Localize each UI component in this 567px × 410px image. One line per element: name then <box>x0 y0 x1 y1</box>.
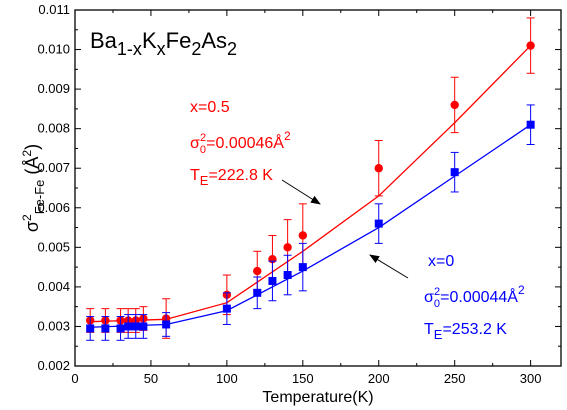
y-tick-label: 0.006 <box>37 200 70 215</box>
y-tick-label: 0.009 <box>37 81 70 96</box>
data-point-1 <box>101 324 110 333</box>
x-tick-label: 50 <box>144 371 158 386</box>
data-point-1 <box>162 320 171 329</box>
chart-title: Ba1-xKxFe2As2 <box>90 28 237 59</box>
y-axis-label: σ2Fe-Fe (Å2) <box>20 144 47 232</box>
data-point-1 <box>86 324 95 333</box>
annotation-blue: x=0 σ02=0.00044Å2 TE=253.2 K <box>424 253 525 342</box>
data-point-0 <box>374 164 383 173</box>
data-point-0 <box>526 41 535 50</box>
x-tick-label: 300 <box>520 371 542 386</box>
x-tick-label: 150 <box>292 371 314 386</box>
x-tick-label: 250 <box>444 371 466 386</box>
annotation-blue-sigma: σ02=0.00044Å2 <box>424 283 525 310</box>
y-tick-label: 0.004 <box>37 279 70 294</box>
y-tick-label: 0.008 <box>37 121 70 136</box>
annotation-red: x=0.5 σ02=0.00046Å2 TE=222.8 K <box>190 99 291 188</box>
arrow-to-red-curve <box>281 179 321 205</box>
y-tick-label: 0.011 <box>38 2 70 17</box>
data-point-0 <box>298 231 308 240</box>
data-point-1 <box>450 168 459 177</box>
arrow-to-blue-curve <box>369 254 409 279</box>
y-tick-labels: 0.002 0.003 0.004 0.005 0.006 0.007 0.008 0.009… <box>37 2 70 373</box>
data-point-1 <box>526 120 535 129</box>
axis-ticks <box>74 9 561 367</box>
y-tick-label: 0.005 <box>37 239 70 254</box>
data-point-1 <box>116 324 125 333</box>
data-point-0 <box>253 266 262 276</box>
x-axis-label: Temperature(K) <box>262 389 373 406</box>
y-tick-label: 0.010 <box>37 42 70 57</box>
annotation-blue-te: TE=253.2 K <box>424 321 507 342</box>
data-point-1 <box>283 271 292 280</box>
data-point-1 <box>124 322 133 331</box>
annotation-blue-x: x=0 <box>428 253 454 270</box>
data-point-1 <box>139 322 148 331</box>
data-point-1 <box>298 263 307 272</box>
fit-line-0 <box>90 45 532 323</box>
data-point-1 <box>253 288 262 297</box>
y-tick-label: 0.002 <box>37 358 70 373</box>
data-points <box>85 17 535 341</box>
x-tick-label: 0 <box>71 371 78 386</box>
annotation-red-te: TE=222.8 K <box>190 167 273 188</box>
plot-frame <box>74 9 562 367</box>
y-tick-label: 0.007 <box>37 160 70 175</box>
data-point-0 <box>450 100 459 110</box>
fit-lines <box>90 45 532 328</box>
data-point-1 <box>131 322 140 331</box>
data-point-1 <box>222 304 231 313</box>
data-point-1 <box>374 219 383 228</box>
annotation-red-sigma: σ02=0.00046Å2 <box>190 129 291 156</box>
x-tick-label: 200 <box>368 371 390 386</box>
data-point-1 <box>268 276 277 285</box>
x-tick-label: 100 <box>216 371 238 386</box>
x-tick-labels: 0 50 100 150 200 250 300 <box>71 371 541 386</box>
y-tick-label: 0.003 <box>37 318 70 333</box>
data-point-0 <box>283 243 292 252</box>
annotation-red-x: x=0.5 <box>190 99 230 116</box>
